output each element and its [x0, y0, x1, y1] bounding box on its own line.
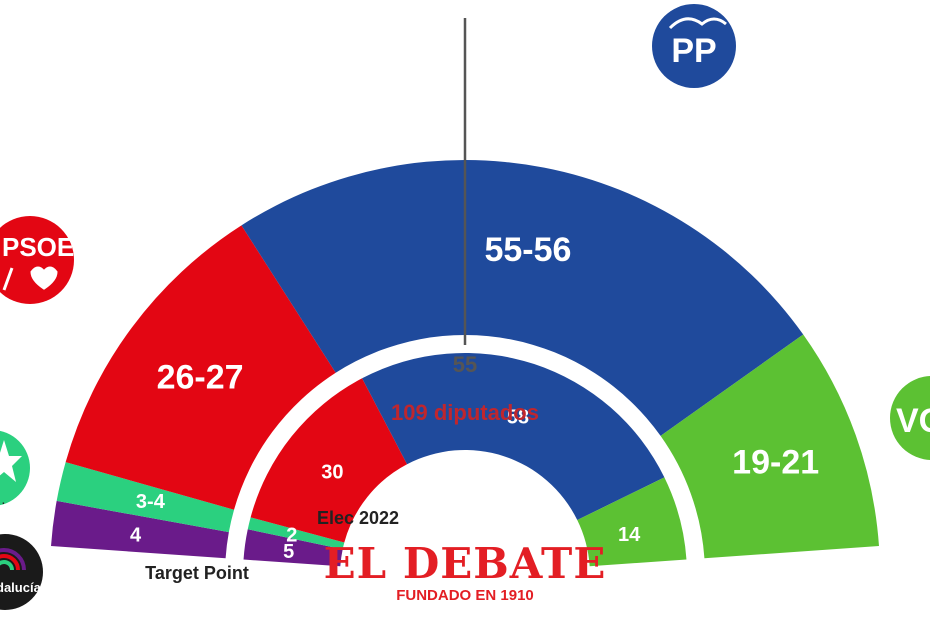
inner-segment-vox	[577, 477, 687, 567]
inner-segment-psoe	[250, 378, 408, 543]
outer-label-adelante-andalucia: 3-4	[136, 491, 166, 513]
brand-tagline: FUNDADO EN 1910	[396, 587, 534, 604]
outer-segment-vox	[660, 334, 879, 559]
por-andalucia-logo: dalucía	[0, 534, 43, 610]
inner-segment-por-andalucia	[243, 529, 343, 567]
inner-label-psoe: 30	[321, 462, 343, 484]
inner-segment-adelante-andalucia	[247, 517, 345, 550]
adelante-logo: .	[0, 430, 30, 507]
pp-logo-text: PP	[671, 32, 716, 70]
vox-logo-text: VO	[896, 402, 930, 440]
total-seats-label: 109 diputados	[391, 400, 539, 425]
outer-ring-caption: Target Point	[145, 563, 249, 583]
outer-label-por-andalucia: 4	[130, 524, 142, 546]
inner-segment-pp	[362, 352, 665, 521]
outer-label-pp: 55-56	[484, 231, 571, 269]
inner-ring	[243, 352, 687, 567]
inner-label-adelante-andalucia: 2	[286, 525, 297, 547]
vox-logo: VO	[890, 376, 930, 460]
inner-ring-caption: Elec 2022	[317, 508, 399, 528]
adelante-logo-caption: .	[2, 496, 5, 507]
outer-segment-adelante-andalucia	[56, 462, 235, 533]
majority-label: 55	[453, 352, 477, 377]
inner-label-por-andalucia: 5	[283, 541, 294, 563]
psoe-heart-icon	[2, 266, 58, 291]
pp-logo: PP	[652, 4, 736, 88]
inner-label-pp: 58	[507, 406, 529, 428]
brand-name: EL DEBATE	[324, 539, 607, 588]
psoe-logo: PSOE	[0, 216, 74, 304]
outer-label-psoe: 26-27	[157, 358, 244, 396]
outer-segment-pp	[241, 159, 804, 436]
outer-ring	[51, 159, 879, 559]
segment-labels: 4 3-4 26-27 55-56 19-21 52 30 58 14	[130, 231, 819, 563]
outer-label-vox: 19-21	[732, 444, 819, 482]
outer-segment-por-andalucia	[51, 500, 229, 559]
star-icon	[0, 440, 22, 482]
psoe-logo-text: PSOE	[2, 232, 74, 262]
inner-label-vox: 14	[618, 524, 641, 546]
por-andalucia-logo-text: dalucía	[0, 580, 42, 595]
outer-segment-psoe	[65, 225, 336, 510]
